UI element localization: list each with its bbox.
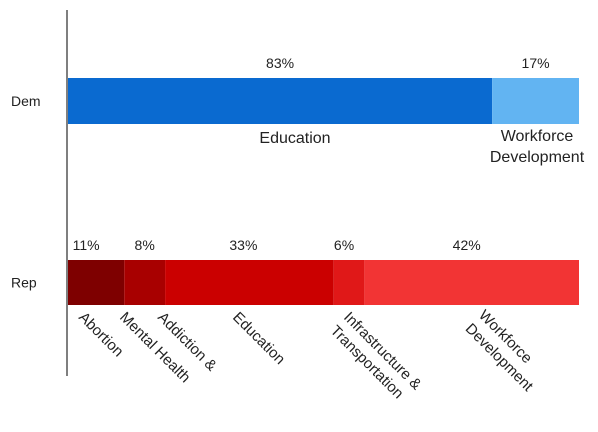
value-label-rep-workforce-development: 42% xyxy=(453,237,481,253)
value-label-dem-education: 83% xyxy=(266,55,294,71)
row-label-dem: Dem xyxy=(11,93,41,109)
bar-segment-dem-education xyxy=(68,78,493,124)
category-label-dem-workforce-development: Workforce Development xyxy=(490,128,585,166)
bars-layer xyxy=(68,78,579,305)
value-label-dem-workforce-development: 17% xyxy=(522,55,550,71)
category-label-rep-workforce-development: WorkforceDevelopment xyxy=(462,307,551,396)
bar-segment-rep-workforce-development xyxy=(364,260,579,305)
bar-segment-rep-mental-health xyxy=(124,260,166,305)
row-label-rep: Rep xyxy=(11,275,37,291)
category-label-rep-education: Education xyxy=(229,309,288,368)
value-label-rep-addiction-and-education: 33% xyxy=(229,237,257,253)
category-label-dem-education: Education xyxy=(259,130,330,147)
bar-segment-dem-workforce-development xyxy=(492,78,579,124)
bar-segment-rep-abortion xyxy=(68,260,125,305)
bar-segment-rep-infrastructure-and-transportation xyxy=(333,260,365,305)
category-label-rep-infrastructure-and-transportation: Infrastructure &Transportation xyxy=(327,309,425,407)
value-label-rep-mental-health: 8% xyxy=(135,237,155,253)
bar-segment-rep-addiction-and-education xyxy=(165,260,334,305)
category-label-rep-abortion: Abortion xyxy=(75,309,127,361)
value-label-rep-abortion: 11% xyxy=(73,237,100,253)
value-label-rep-infrastructure-and-transportation: 6% xyxy=(334,237,354,253)
